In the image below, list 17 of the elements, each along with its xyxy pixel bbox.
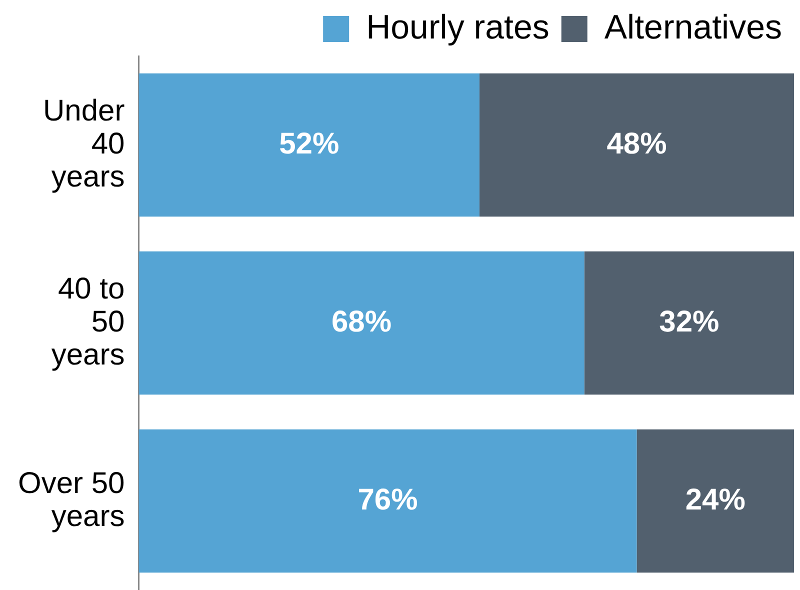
y-tick-label: 40 to 50 years <box>51 272 125 372</box>
data-label: 32% <box>659 305 720 338</box>
bar <box>479 73 794 217</box>
bar <box>584 251 794 395</box>
bar <box>138 73 480 217</box>
data-label: 76% <box>358 483 418 516</box>
y-tick-label: Under 40 years <box>42 94 125 194</box>
bar <box>636 429 794 573</box>
bar <box>138 429 637 573</box>
data-label: 52% <box>279 127 340 160</box>
legend-label: Alternatives <box>604 8 782 46</box>
data-label: 24% <box>685 483 746 516</box>
data-label: 68% <box>331 305 392 338</box>
legend-label: Hourly rates <box>366 8 550 46</box>
bar <box>138 251 584 395</box>
y-tick-label: Over 50 years <box>18 466 125 533</box>
data-label: 48% <box>606 127 667 160</box>
